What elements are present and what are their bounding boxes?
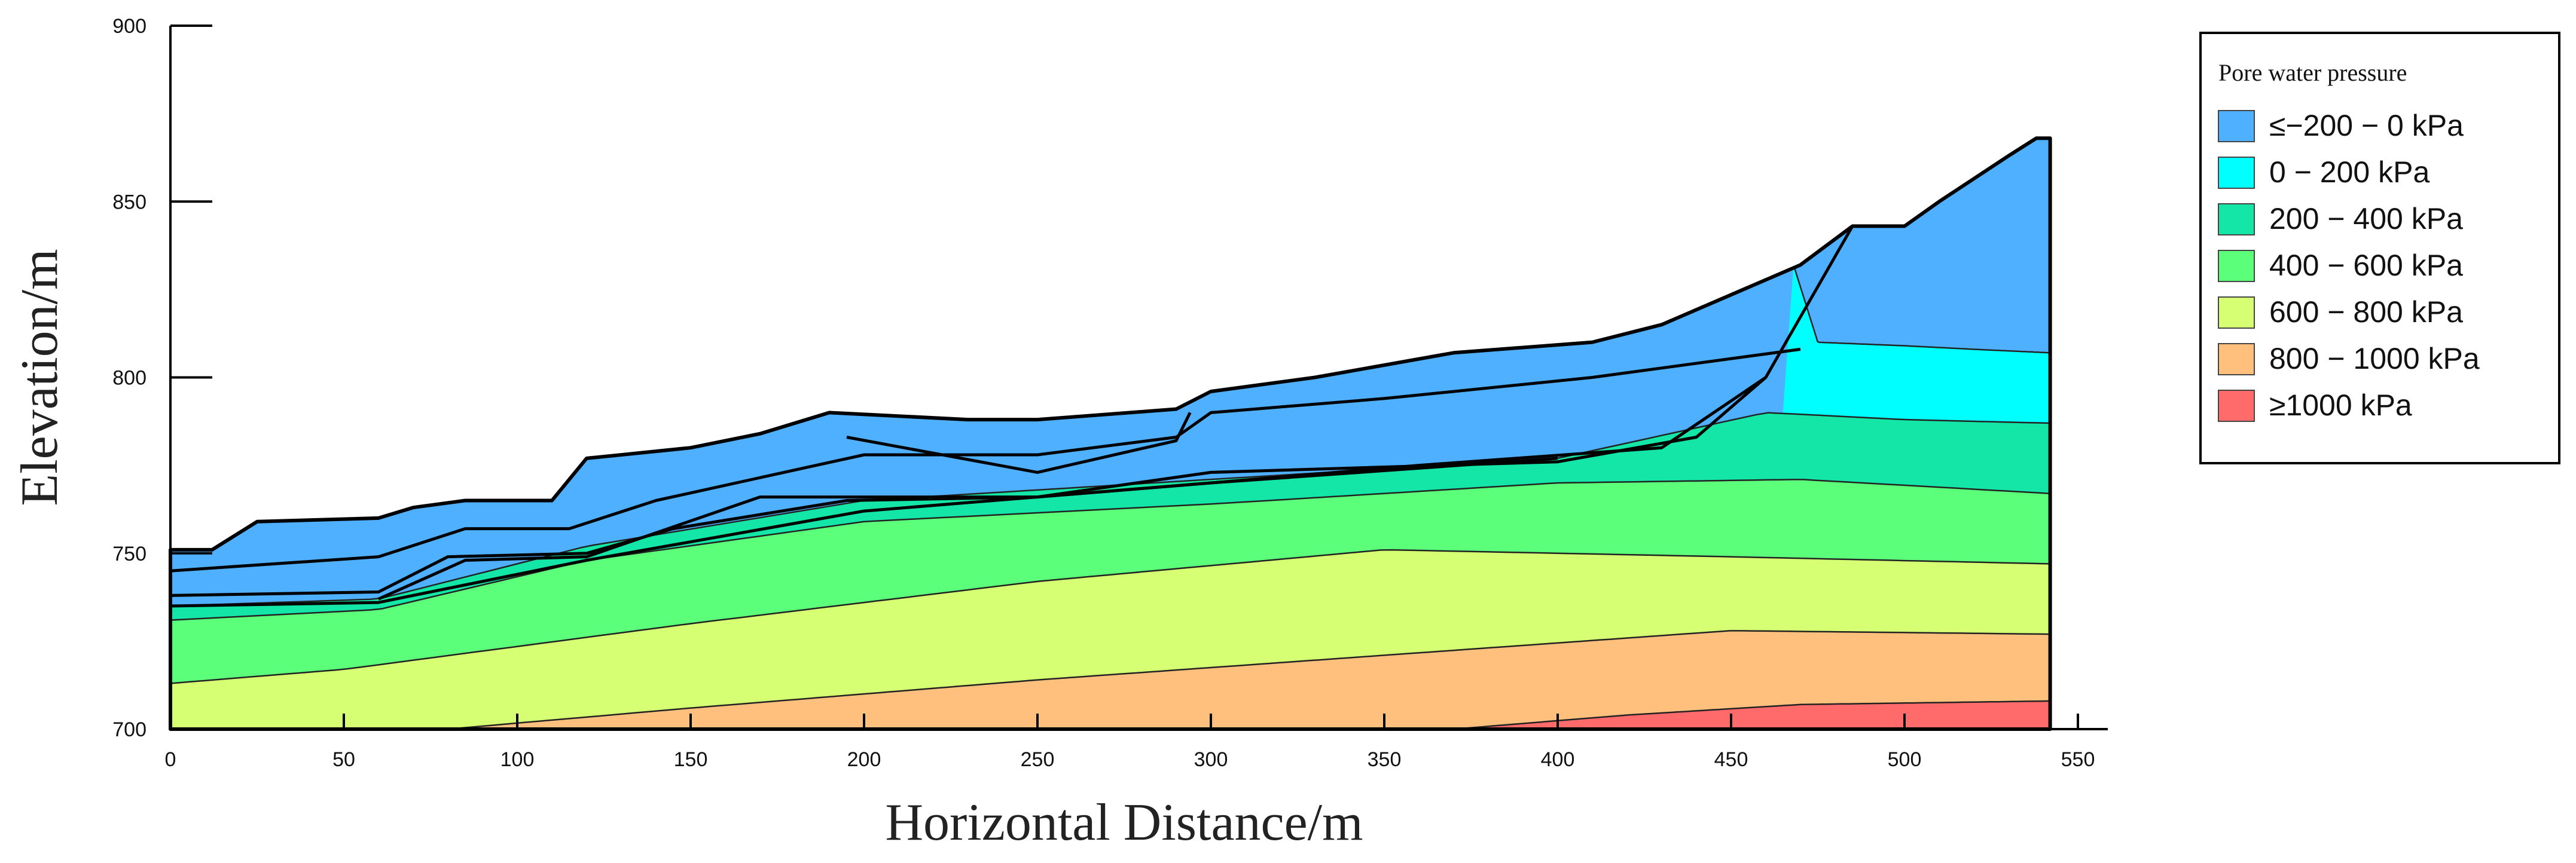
contour-line — [447, 630, 2050, 730]
legend-title: Pore water pressure — [2218, 59, 2407, 86]
y-tick-label: 850 — [112, 191, 146, 213]
axes: 0 50 100 150 200 250 300 350 400 450 500 550 700 750 8… — [112, 15, 2108, 771]
legend-entries: ≤−200 − 0 kPa 0 − 200 kPa 200 − 400 kPa 400… — [2218, 109, 2480, 422]
stratum-line — [170, 347, 1801, 573]
legend-box — [2199, 32, 2560, 464]
y-tick-label: 750 — [112, 543, 146, 565]
legend-label: ≥1000 kPa — [2269, 388, 2412, 422]
x-tick-label: 150 — [674, 748, 708, 771]
contour-line — [1453, 700, 2050, 730]
x-tick-label: 550 — [2061, 748, 2095, 771]
contour-line — [170, 549, 2050, 684]
contour-line — [1793, 264, 2050, 354]
legend-label: 400 − 600 kPa — [2269, 249, 2463, 282]
x-tick-label: 500 — [1888, 748, 1922, 771]
contour-line — [170, 479, 2050, 621]
legend: Pore water pressure ≤−200 − 0 kPa 0 − 200… — [2199, 32, 2560, 464]
legend-swatch — [2218, 390, 2255, 422]
band-6 — [1419, 700, 2050, 730]
legend-swatch — [2218, 250, 2255, 282]
x-tick-label: 350 — [1368, 748, 1402, 771]
x-tick-label: 200 — [847, 748, 881, 771]
legend-label: 600 − 800 kPa — [2269, 295, 2463, 329]
stratum-line — [846, 412, 1192, 474]
x-axis-title: Horizontal Distance/m — [885, 794, 1363, 852]
stratum-lines — [170, 225, 1854, 608]
stratum-line — [170, 376, 1767, 597]
legend-label: 200 − 400 kPa — [2269, 202, 2463, 235]
y-tick-label: 900 — [112, 15, 146, 38]
x-tick-label: 300 — [1194, 748, 1228, 771]
x-tick-label: 50 — [332, 748, 355, 771]
x-tick-label: 250 — [1021, 748, 1055, 771]
x-tick-label: 450 — [1714, 748, 1748, 771]
legend-swatch — [2218, 157, 2255, 189]
pressure-bands — [170, 138, 2050, 730]
legend-swatch — [2218, 110, 2255, 142]
legend-label: 800 − 1000 kPa — [2269, 342, 2480, 375]
stratum-line — [377, 225, 1854, 601]
legend-label: ≤−200 − 0 kPa — [2269, 109, 2464, 142]
y-tick-label: 800 — [112, 367, 146, 390]
legend-label: 0 − 200 kPa — [2269, 155, 2430, 189]
slope-outline — [169, 136, 2052, 731]
x-tick-label: 100 — [500, 748, 535, 771]
legend-swatch — [2218, 296, 2255, 329]
legend-swatch — [2218, 343, 2255, 375]
x-tick-label: 0 — [165, 748, 176, 771]
x-tick-label: 400 — [1541, 748, 1575, 771]
y-axis-title: Elevation/m — [11, 249, 69, 506]
y-tick-label: 700 — [112, 718, 146, 741]
plot-area — [169, 136, 2052, 731]
legend-swatch — [2218, 203, 2255, 235]
stratum-line — [170, 457, 1558, 608]
contour-lines — [170, 264, 2050, 730]
